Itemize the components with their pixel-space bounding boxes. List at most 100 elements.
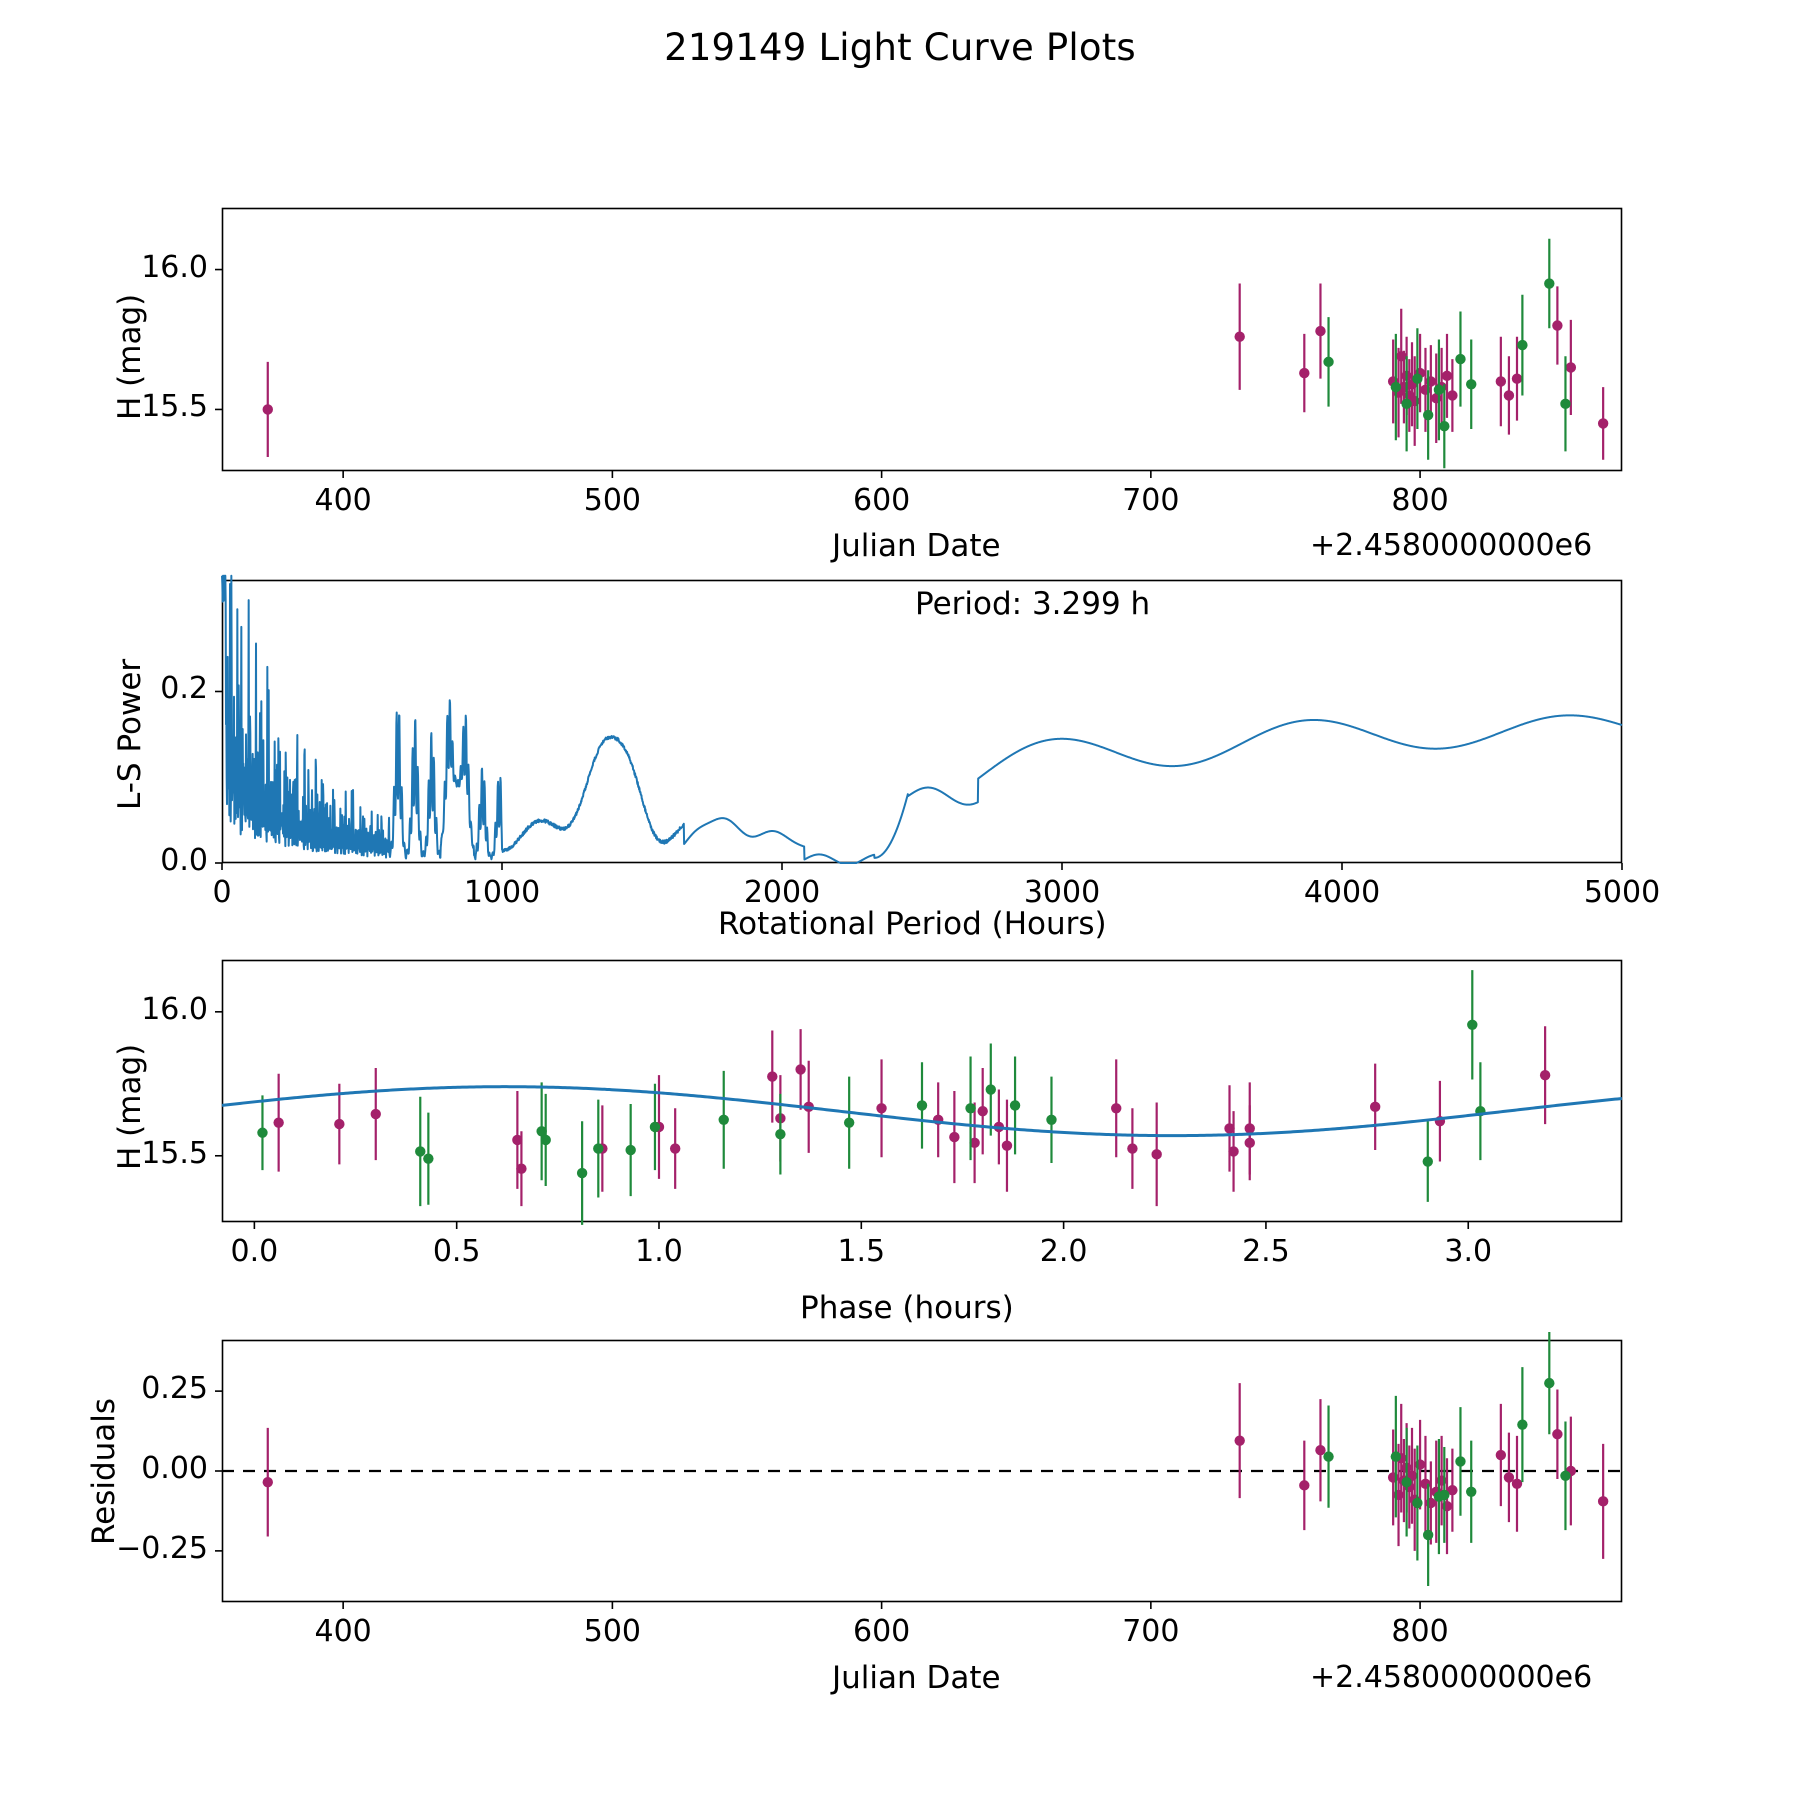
data-point xyxy=(977,1105,988,1117)
data-point xyxy=(969,1137,980,1149)
light-curve-x-offset: +2.4580000000e6 xyxy=(1310,528,1593,563)
data-point xyxy=(1224,1123,1235,1134)
data-point xyxy=(1552,1429,1563,1440)
periodogram-xtick-label: 1000 xyxy=(463,875,541,910)
light-curve-ytick-label: 16.0 xyxy=(141,249,208,285)
data-point xyxy=(1422,1529,1434,1541)
residuals-ytick-label: 0.25 xyxy=(141,1371,208,1407)
phase-ytick-label: 16.0 xyxy=(141,991,208,1027)
periodogram-xtick-label: 2000 xyxy=(743,875,821,910)
periodogram-xtick-label: 0 xyxy=(212,875,232,910)
data-point xyxy=(1560,398,1571,410)
data-point xyxy=(370,1108,381,1120)
periodogram-ytick-label: 0.2 xyxy=(160,671,208,707)
figure-title: 219149 Light Curve Plots xyxy=(664,26,1136,69)
data-point xyxy=(1495,376,1507,387)
data-point xyxy=(1447,1484,1458,1496)
data-point xyxy=(1151,1149,1162,1160)
data-point xyxy=(1455,1456,1466,1467)
residuals-xtick-label: 600 xyxy=(852,1614,911,1649)
phase-xlabel: Phase (hours) xyxy=(800,1290,1014,1326)
data-point xyxy=(1244,1137,1255,1149)
data-point xyxy=(1001,1140,1013,1151)
periodogram-xlabel: Rotational Period (Hours) xyxy=(718,906,1107,942)
data-point xyxy=(1455,353,1466,365)
data-point xyxy=(1433,384,1445,396)
data-point xyxy=(1234,331,1245,342)
data-point xyxy=(1439,421,1450,432)
residuals-ylabel: Residuals xyxy=(86,1397,122,1545)
data-point xyxy=(1111,1103,1122,1114)
data-point xyxy=(1401,398,1412,410)
residuals-xlabel: Julian Date xyxy=(832,1660,1001,1696)
data-point xyxy=(795,1064,806,1075)
phase-folded-panel xyxy=(215,959,1623,1229)
phase-xtick-label: 1.5 xyxy=(837,1234,886,1269)
residuals-plot-area xyxy=(215,1332,1623,1609)
data-point xyxy=(775,1128,786,1140)
phase-folded-plot-area xyxy=(215,959,1623,1229)
data-point xyxy=(536,1126,547,1137)
data-point xyxy=(257,1127,268,1138)
periodogram-xtick-label: 3000 xyxy=(1023,875,1101,910)
data-point xyxy=(1315,325,1326,337)
green-observations xyxy=(1323,238,1571,469)
axes-frame xyxy=(221,579,1623,864)
data-point xyxy=(1401,1476,1412,1488)
periodogram-panel xyxy=(215,574,1623,870)
periodogram-xtick-label: 5000 xyxy=(1583,875,1661,910)
data-point xyxy=(262,404,273,415)
period-annotation: Period: 3.299 h xyxy=(915,586,1151,622)
residuals-xtick-label: 700 xyxy=(1122,1614,1180,1649)
data-point xyxy=(334,1118,345,1130)
data-point xyxy=(576,1167,588,1179)
data-point xyxy=(1439,1489,1450,1501)
phase-xtick-label: 0.0 xyxy=(230,1234,279,1269)
data-point xyxy=(649,1121,661,1133)
light-curve-xtick-label: 800 xyxy=(1391,483,1449,518)
data-point xyxy=(843,1117,855,1128)
data-point xyxy=(1495,1449,1507,1461)
data-point xyxy=(985,1084,996,1095)
data-point xyxy=(1228,1146,1239,1157)
data-point xyxy=(1597,1496,1609,1507)
data-point xyxy=(540,1134,551,1146)
periodogram-ylabel: L-S Power xyxy=(112,658,148,810)
residuals-xtick-label: 800 xyxy=(1391,1614,1449,1649)
data-point xyxy=(916,1100,928,1111)
light-curve-ytick-label: 15.5 xyxy=(141,389,208,425)
light-curve-xlabel: Julian Date xyxy=(832,528,1001,564)
data-point xyxy=(512,1134,523,1146)
data-point xyxy=(1560,1470,1571,1481)
data-point xyxy=(1323,356,1334,368)
data-point xyxy=(1234,1435,1245,1446)
data-point xyxy=(273,1117,284,1128)
data-point xyxy=(1299,1480,1310,1491)
data-point xyxy=(1315,1445,1326,1456)
data-point xyxy=(516,1163,527,1174)
data-point xyxy=(1466,379,1477,390)
data-point xyxy=(1046,1114,1057,1125)
data-point xyxy=(1422,1156,1433,1167)
phase-xtick-label: 2.0 xyxy=(1039,1234,1088,1269)
green-residuals xyxy=(1323,1332,1571,1587)
periodogram-ytick-label: 0.0 xyxy=(160,843,208,878)
light-curve-panel xyxy=(215,207,1623,478)
data-point xyxy=(1539,1069,1551,1081)
data-point xyxy=(1441,370,1453,382)
data-point xyxy=(1511,1478,1523,1489)
data-point xyxy=(1390,1451,1402,1462)
data-point xyxy=(1299,367,1310,379)
data-point xyxy=(669,1143,681,1154)
data-point xyxy=(415,1146,426,1157)
phase-xtick-label: 1.0 xyxy=(635,1234,683,1269)
axes-frame xyxy=(221,207,1623,472)
data-point xyxy=(1127,1143,1138,1154)
periodogram-xtick-label: 4000 xyxy=(1303,875,1381,910)
data-point xyxy=(1544,278,1555,289)
data-point xyxy=(965,1103,976,1114)
light-curve-xtick-label: 700 xyxy=(1122,483,1180,518)
lomb-scargle-power xyxy=(221,574,1623,864)
data-point xyxy=(1447,390,1458,401)
